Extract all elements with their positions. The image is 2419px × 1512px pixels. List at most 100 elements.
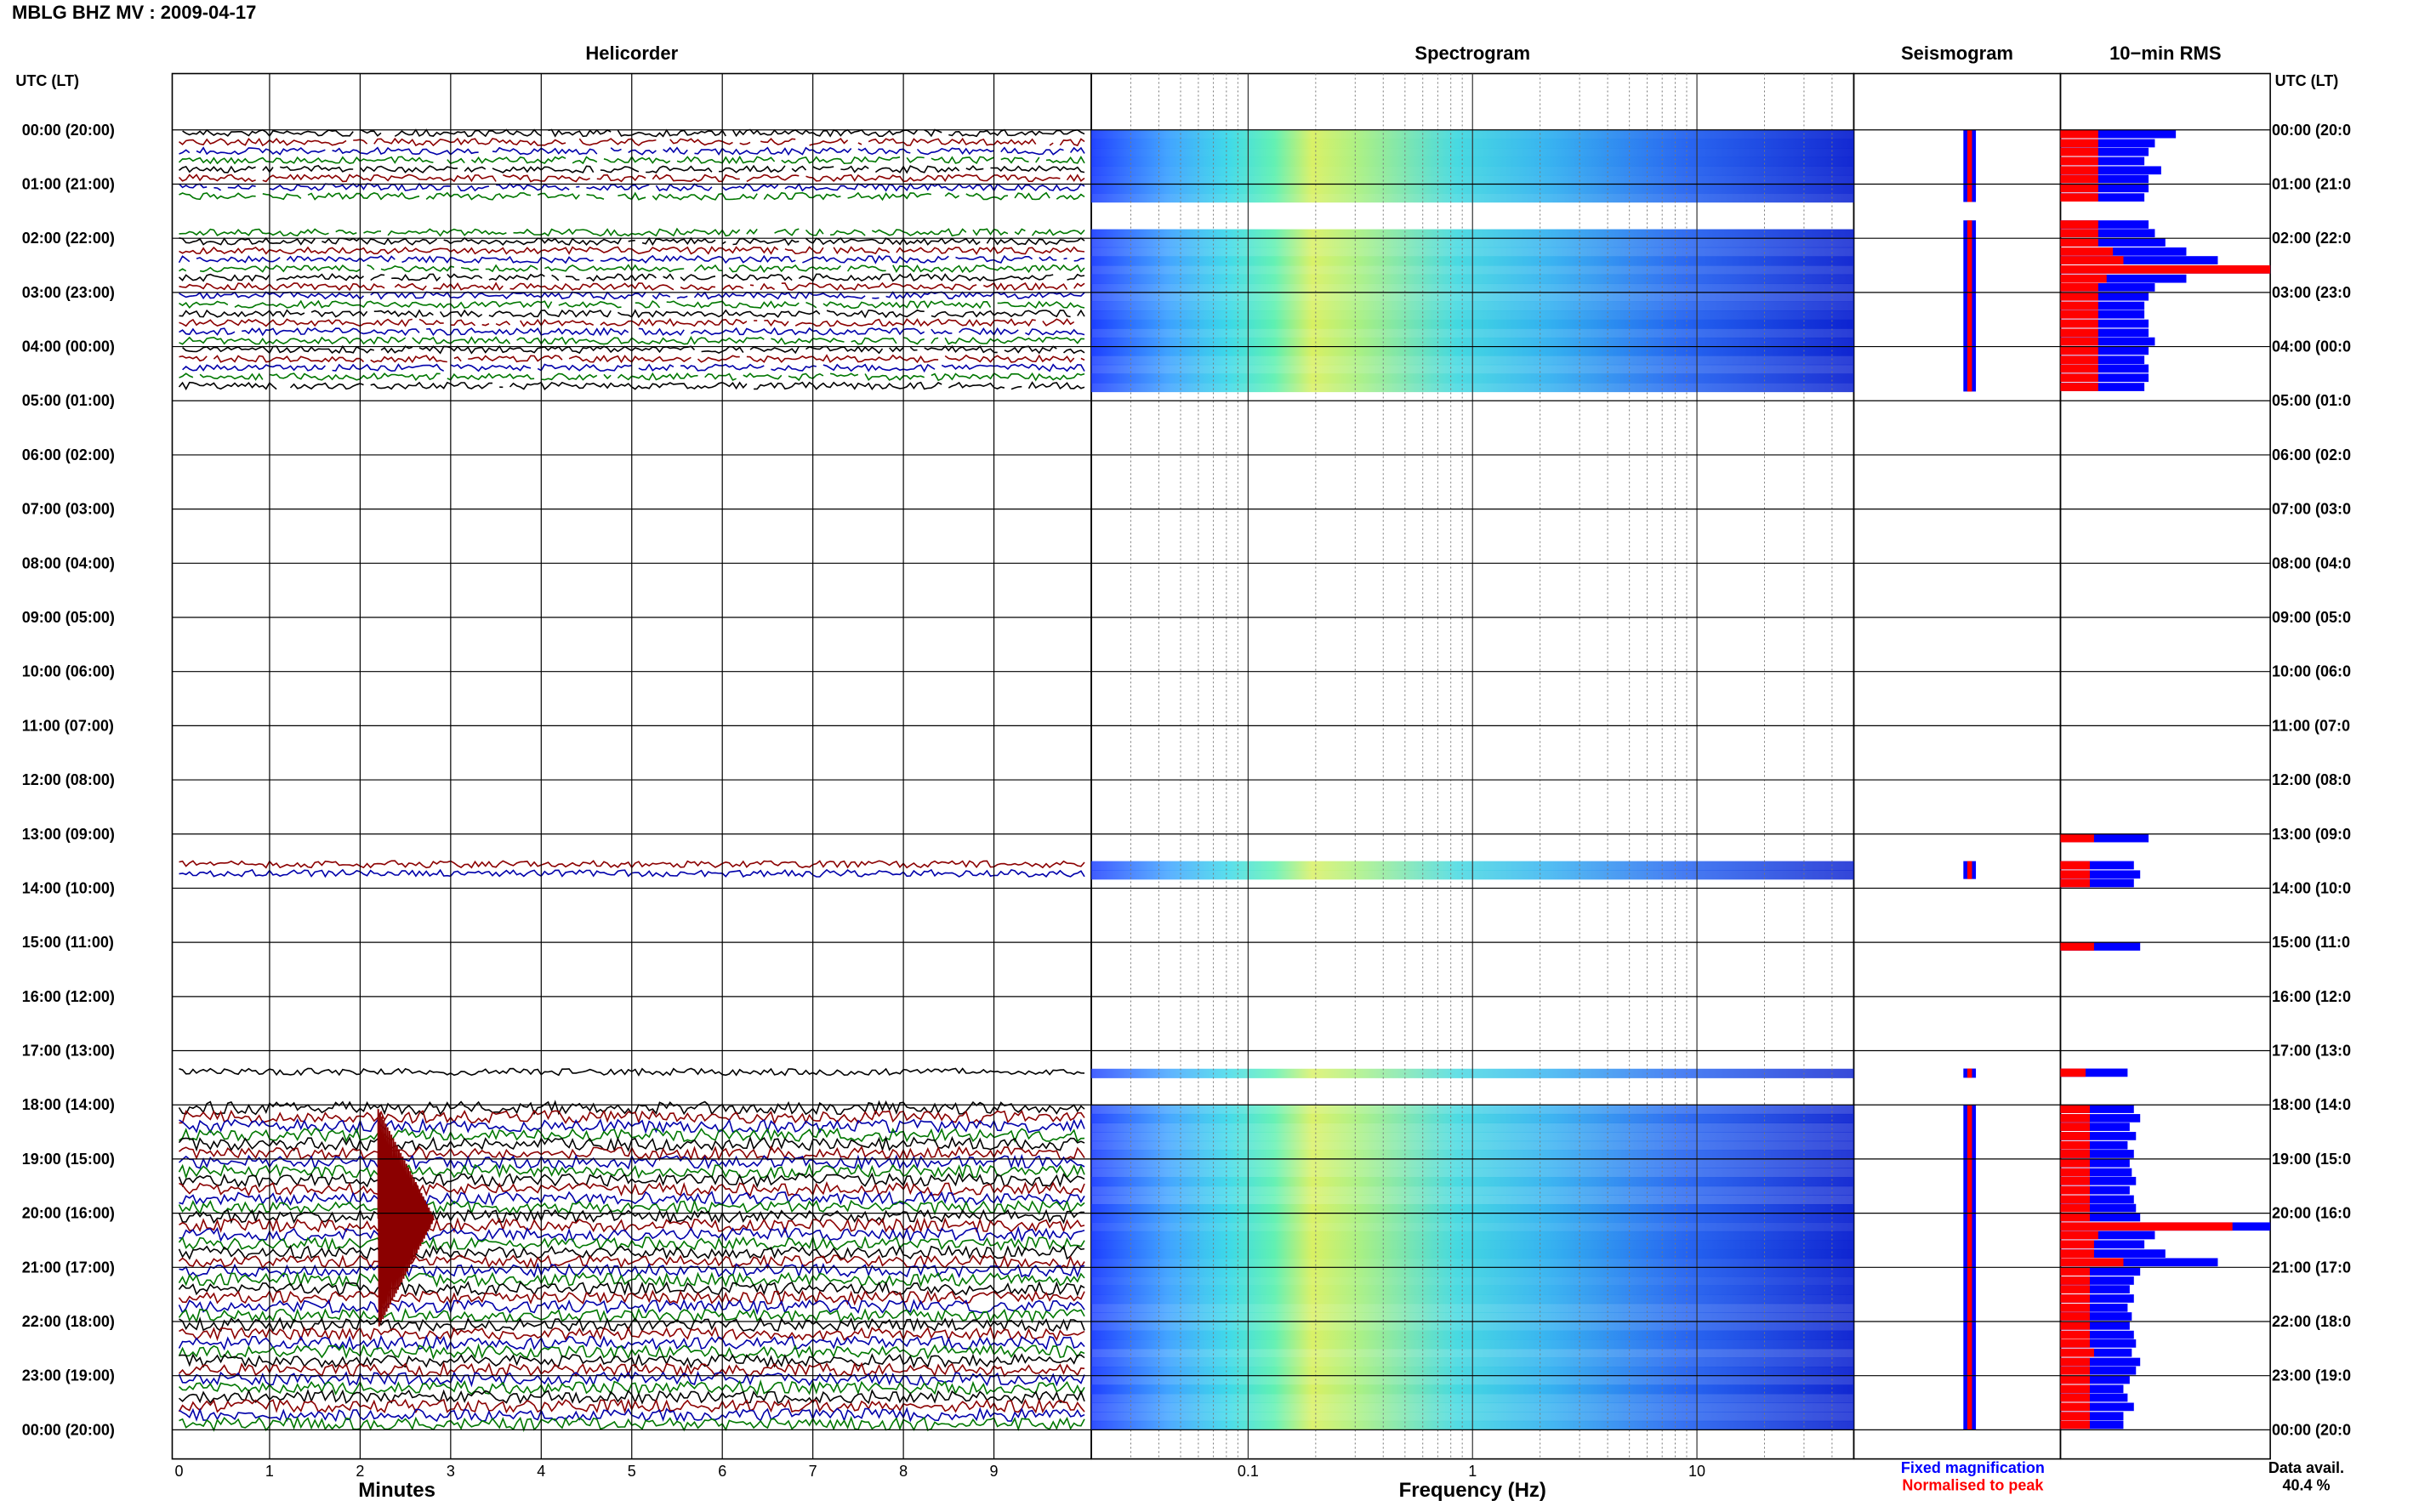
rms-bar-normalised (2060, 870, 2090, 879)
helicorder-trace (179, 309, 1085, 319)
hour-label-right: 22:00 (18:0 (2272, 1313, 2351, 1330)
hour-label-right: 10:00 (06:0 (2272, 663, 2351, 680)
hour-label-right: 09:00 (05:0 (2272, 609, 2351, 626)
rms-bar-normalised (2060, 1123, 2090, 1131)
rms-bar-fixed (2060, 337, 2155, 346)
rms-bar-fixed (2060, 292, 2149, 301)
hour-label-right: 17:00 (13:0 (2272, 1043, 2351, 1060)
minute-tick-label: 5 (628, 1463, 636, 1480)
spectrogram-title: Spectrogram (1414, 43, 1530, 64)
rms-bar-fixed (2060, 1294, 2134, 1303)
minute-tick-label: 1 (265, 1463, 274, 1480)
rms-bar-fixed (2060, 193, 2145, 202)
data-availability-label: Data avail. (2268, 1459, 2344, 1476)
rms-bar-fixed (2060, 1312, 2132, 1321)
rms-bar-normalised (2060, 1357, 2090, 1367)
rms-bar-normalised (2060, 1276, 2090, 1285)
rms-bar-fixed (2060, 1231, 2155, 1240)
rms-bar-fixed (2060, 328, 2149, 338)
hour-label-left: 14:00 (10:00) (22, 879, 115, 896)
hour-label-left: 06:00 (02:00) (22, 446, 115, 463)
rms-bar-fixed (2060, 1267, 2141, 1276)
rms-bar-normalised (2060, 355, 2098, 365)
rms-bar-normalised (2060, 1348, 2094, 1357)
rms-bar-normalised (2060, 1105, 2090, 1113)
rms-bar-normalised (2060, 129, 2098, 139)
minute-tick-label: 7 (809, 1463, 817, 1480)
rms-bar-normalised (2060, 156, 2098, 166)
hour-label-right: 07:00 (03:0 (2272, 501, 2351, 518)
rms-bar-normalised (2060, 193, 2098, 202)
hour-label-left: 01:00 (21:00) (22, 175, 115, 192)
rms-bar-normalised (2060, 301, 2098, 310)
rms-bar-normalised (2060, 1366, 2090, 1375)
rms-bar-normalised (2060, 283, 2098, 292)
rms-bar-normalised (2060, 328, 2098, 338)
rms-bar-fixed (2060, 1420, 2124, 1430)
hour-label-left: 23:00 (19:00) (22, 1367, 115, 1384)
rms-bar-normalised (2060, 1176, 2090, 1185)
rms-bar-fixed (2060, 1321, 2130, 1330)
rms-bar-normalised (2060, 184, 2098, 193)
hour-label-left: 11:00 (07:00) (22, 717, 114, 734)
helicorder-trace (179, 335, 1085, 345)
rms-bar-normalised (2060, 1158, 2090, 1168)
helicorder-trace (179, 299, 1085, 310)
rms-bar-normalised (2060, 1185, 2090, 1195)
rms-bar-fixed (2060, 1213, 2141, 1222)
helicorder-trace (182, 128, 1085, 138)
rms-bar-normalised (2060, 1412, 2090, 1421)
rms-bar-fixed (2060, 301, 2145, 310)
rms-bar-normalised (2060, 1068, 2086, 1077)
rms-bar-normalised (2060, 1114, 2090, 1123)
hour-label-right: 21:00 (17:0 (2272, 1259, 2351, 1276)
helicorder-trace (179, 372, 1085, 382)
hour-label-right: 05:00 (01:0 (2272, 392, 2351, 409)
rms-bar-fixed (2060, 383, 2145, 391)
rms-bar-normalised (2060, 878, 2090, 888)
rms-bar-fixed (2060, 1366, 2137, 1375)
minute-tick-label: 3 (447, 1463, 455, 1480)
rms-bar-normalised (2060, 337, 2098, 346)
hour-label-left: 20:00 (16:00) (22, 1205, 115, 1222)
rms-bar-normalised (2060, 383, 2098, 391)
rms-bar-normalised (2060, 1402, 2090, 1412)
helicorder-trace (179, 291, 1085, 300)
rms-bar-normalised (2060, 1195, 2090, 1204)
rms-bar-normalised (2060, 1312, 2090, 1321)
data-availability-value: 40.4 % (2282, 1476, 2330, 1493)
helicorder-trace (179, 227, 1085, 237)
legend-normalised: Normalised to peak (1902, 1476, 2044, 1493)
rms-bar-normalised (2060, 1231, 2098, 1240)
rms-bar-normalised (2060, 1303, 2090, 1312)
hour-label-left: 15:00 (11:00) (22, 934, 114, 951)
rms-title: 10−min RMS (2109, 43, 2221, 64)
rms-bar-fixed (2060, 833, 2149, 843)
rms-bar-fixed (2060, 346, 2149, 355)
rms-bar-fixed (2060, 1285, 2130, 1294)
frequency-tick-label: 10 (1688, 1463, 1705, 1480)
hour-label-left: 04:00 (00:00) (22, 338, 115, 355)
rms-bar-fixed (2060, 1375, 2130, 1384)
helicorder-trace (178, 273, 1085, 282)
rms-bar-fixed (2060, 1140, 2128, 1150)
rms-bar-fixed (2060, 1114, 2141, 1123)
rms-bar-normalised (2060, 833, 2094, 843)
rms-bar-normalised (2060, 1140, 2090, 1150)
rms-bar-fixed (2060, 1339, 2137, 1348)
helicorder-trace (178, 173, 1085, 183)
hour-label-left: 02:00 (22:00) (22, 230, 115, 247)
hour-label-right: 00:00 (20:0 (2272, 1421, 2351, 1438)
rms-bar-fixed (2060, 1240, 2145, 1249)
rms-bar-fixed (2060, 373, 2149, 383)
rms-bar-normalised (2060, 166, 2098, 175)
rms-bar-normalised (2060, 1132, 2090, 1140)
rms-bar-fixed (2060, 1158, 2130, 1168)
rms-bar-fixed (2060, 1195, 2134, 1204)
frequency-tick-label: 0.1 (1238, 1463, 1259, 1480)
rms-bar-fixed (2060, 1276, 2134, 1285)
hour-label-right: 20:00 (16:0 (2272, 1205, 2351, 1222)
hour-label-left: 18:00 (14:00) (22, 1096, 115, 1113)
rms-bar-normalised (2060, 139, 2098, 148)
